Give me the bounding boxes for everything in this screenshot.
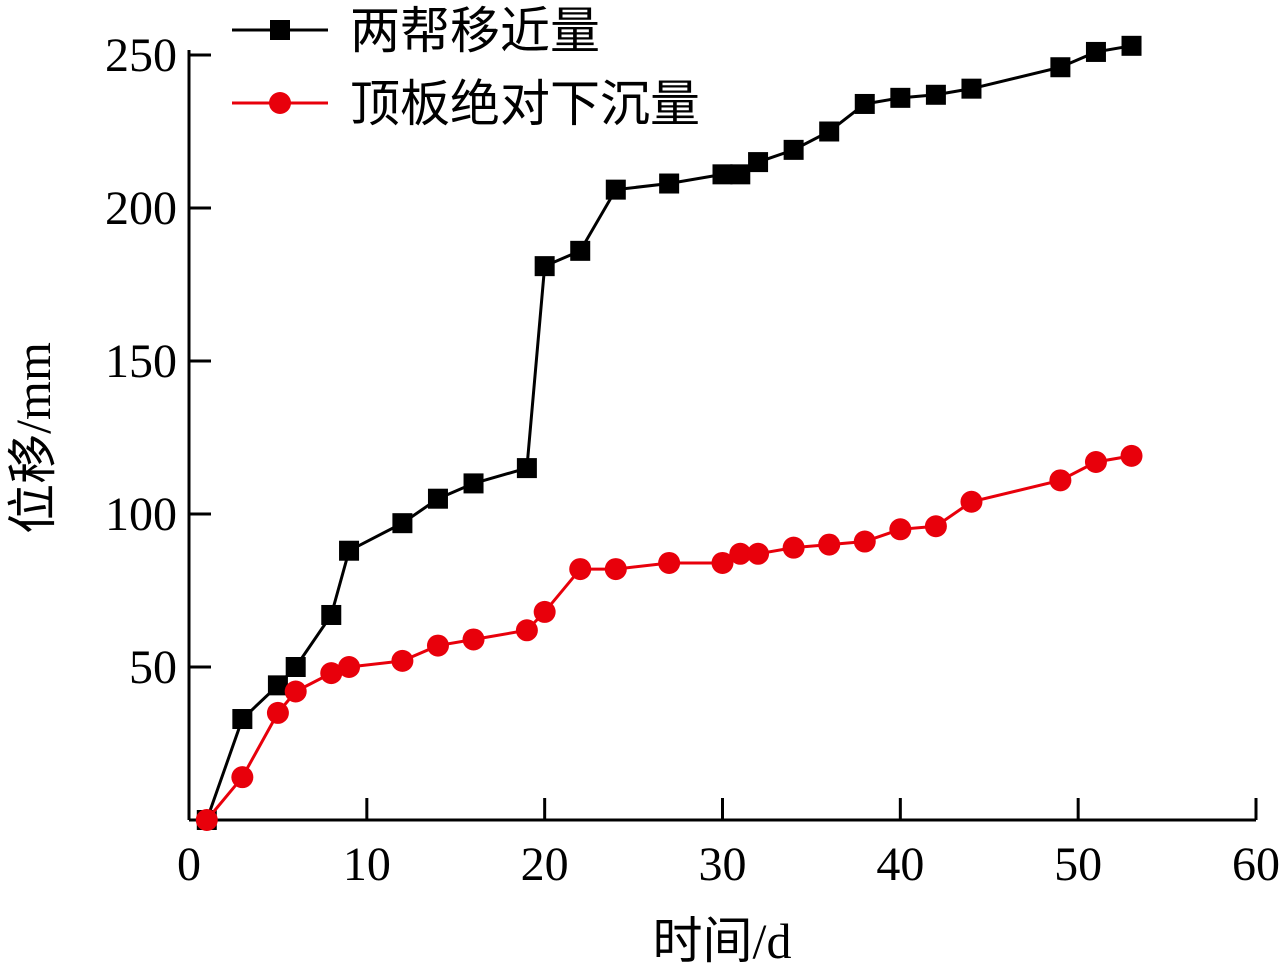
data-point bbox=[730, 164, 751, 185]
y-tick-label: 100 bbox=[105, 488, 177, 541]
data-point bbox=[782, 536, 805, 559]
data-point bbox=[1049, 469, 1072, 492]
data-point bbox=[604, 558, 627, 581]
data-point bbox=[266, 701, 289, 724]
data-point bbox=[232, 709, 253, 730]
data-point bbox=[711, 551, 734, 574]
series-line bbox=[205, 44, 1132, 821]
data-point bbox=[338, 656, 361, 678]
data-point bbox=[853, 530, 876, 553]
x-axis-label: 时间/d bbox=[653, 913, 792, 969]
data-point bbox=[890, 87, 911, 108]
data-point bbox=[391, 649, 414, 672]
data-point bbox=[712, 164, 733, 185]
x-tick-label: 30 bbox=[699, 838, 747, 891]
data-point bbox=[658, 551, 681, 574]
x-tick-label: 40 bbox=[876, 838, 924, 891]
data-point bbox=[1050, 57, 1071, 78]
legend-marker bbox=[269, 92, 291, 114]
x-tick-label: 0 bbox=[177, 838, 201, 891]
data-point bbox=[1084, 450, 1107, 473]
data-point bbox=[819, 121, 840, 142]
legend-label: 两帮移近量 bbox=[350, 3, 600, 59]
y-tick-label: 150 bbox=[105, 335, 177, 388]
data-point bbox=[854, 93, 875, 114]
data-point bbox=[284, 680, 307, 703]
data-point bbox=[889, 518, 912, 541]
data-point bbox=[462, 628, 485, 651]
data-point bbox=[533, 600, 556, 623]
x-tick-label: 10 bbox=[343, 838, 391, 891]
data-point bbox=[339, 540, 360, 561]
data-point bbox=[925, 84, 946, 105]
data-point bbox=[231, 766, 254, 789]
x-tick-label: 20 bbox=[521, 838, 569, 891]
data-point bbox=[961, 78, 982, 99]
data-point bbox=[960, 490, 983, 513]
data-point bbox=[321, 604, 342, 625]
data-point bbox=[569, 558, 592, 581]
data-point bbox=[818, 533, 841, 556]
data-point bbox=[534, 256, 555, 277]
legend-label: 顶板绝对下沉量 bbox=[350, 76, 700, 132]
data-point bbox=[463, 473, 484, 494]
data-point bbox=[427, 488, 448, 509]
y-tick-label: 200 bbox=[105, 182, 177, 235]
y-tick-label: 50 bbox=[129, 641, 177, 694]
data-point bbox=[783, 139, 804, 160]
data-point bbox=[426, 634, 449, 657]
data-point bbox=[195, 809, 218, 831]
data-point bbox=[1121, 35, 1142, 56]
series-2 bbox=[195, 444, 1143, 831]
data-point bbox=[605, 179, 626, 200]
data-point bbox=[1120, 444, 1143, 467]
data-point bbox=[748, 152, 769, 173]
y-axis-label: 位移/mm bbox=[5, 342, 61, 534]
data-point bbox=[392, 513, 413, 534]
data-point bbox=[570, 240, 591, 261]
data-point bbox=[747, 542, 770, 565]
x-tick-label: 60 bbox=[1232, 838, 1280, 891]
y-tick-label: 250 bbox=[105, 29, 177, 82]
series-layer bbox=[195, 35, 1143, 831]
data-point bbox=[659, 173, 680, 194]
axes: 0 10 20 30 40 50 60 50 100 150 200 250 bbox=[105, 29, 1280, 891]
data-point bbox=[267, 675, 288, 696]
legend-marker bbox=[270, 20, 290, 40]
x-tick-label: 50 bbox=[1054, 838, 1102, 891]
data-point bbox=[516, 458, 537, 479]
series-line bbox=[205, 454, 1132, 821]
data-point bbox=[320, 662, 343, 685]
data-point bbox=[1085, 41, 1106, 62]
data-point bbox=[924, 515, 947, 538]
data-point bbox=[515, 619, 538, 642]
series-1 bbox=[196, 35, 1142, 830]
data-point bbox=[285, 657, 306, 677]
data-point bbox=[729, 542, 752, 565]
